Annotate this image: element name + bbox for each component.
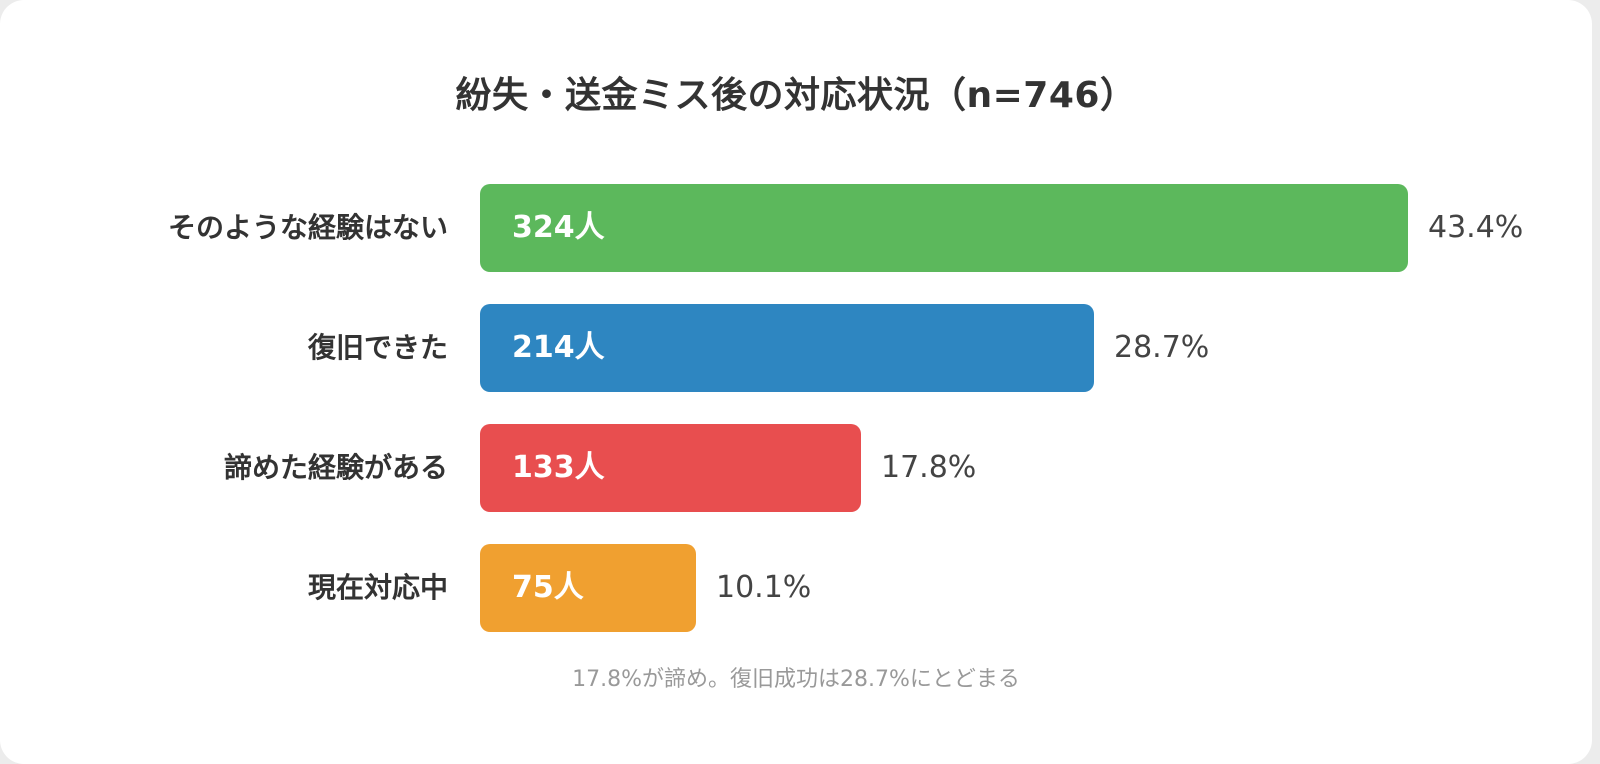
bar-row: 復旧できた 214人 28.7% xyxy=(0,304,1592,392)
bar: 133人 xyxy=(480,424,861,512)
bar-percent-label: 43.4% xyxy=(1428,210,1524,245)
chart-footnote: 17.8%が諦め。復旧成功は28.7%にとどまる xyxy=(572,667,1020,692)
bar: 75人 xyxy=(480,544,696,632)
bar-count-label: 324人 xyxy=(512,210,605,245)
bar: 324人 xyxy=(480,184,1408,272)
bar-percent-label: 10.1% xyxy=(716,570,812,605)
bar-count-label: 75人 xyxy=(512,570,584,605)
bar-percent-label: 17.8% xyxy=(881,450,977,485)
bar-percent-label: 28.7% xyxy=(1114,330,1210,365)
bar-row: 諦めた経験がある 133人 17.8% xyxy=(0,424,1592,512)
category-label: 現在対応中 xyxy=(307,571,448,604)
category-label: そのような経験はない xyxy=(167,211,448,244)
category-label: 諦めた経験がある xyxy=(223,451,448,484)
chart-title: 紛失・送金ミス後の対応状況（n=746） xyxy=(455,75,1137,116)
category-label: 復旧できた xyxy=(307,331,448,364)
bar: 214人 xyxy=(480,304,1094,392)
bar-count-label: 214人 xyxy=(512,330,605,365)
bar-row: そのような経験はない 324人 43.4% xyxy=(0,184,1592,272)
bar-count-label: 133人 xyxy=(512,450,605,485)
bar-row: 現在対応中 75人 10.1% xyxy=(0,544,1592,632)
